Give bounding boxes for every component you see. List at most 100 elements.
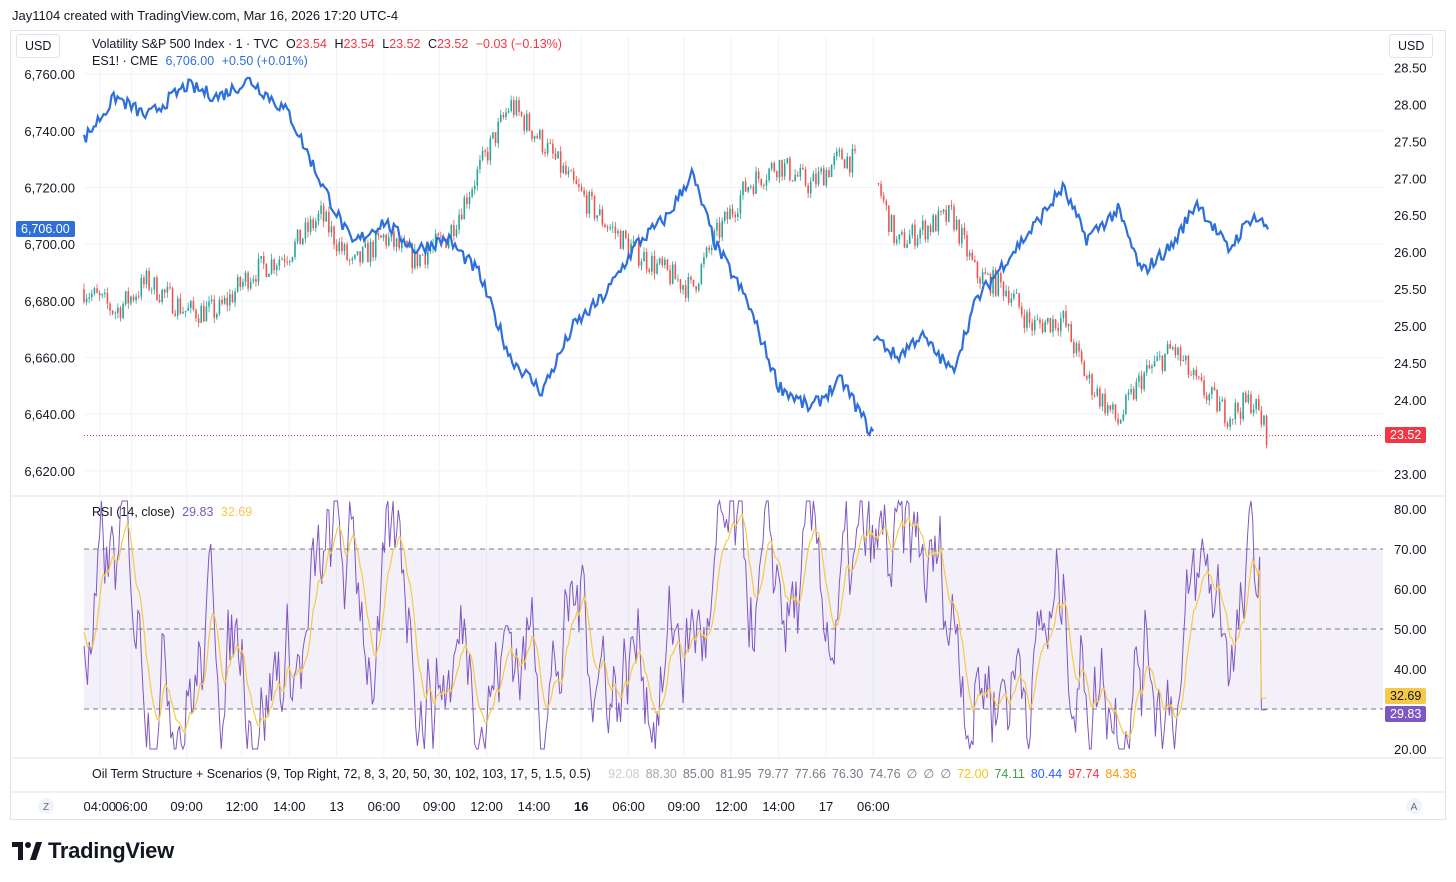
es-y-tick-label: 6,760.00 — [24, 67, 75, 82]
vix-candle-body — [296, 229, 299, 242]
vix-candle-body — [638, 240, 640, 266]
auto-scale-a-button[interactable] — [1406, 798, 1422, 814]
vix-y-tick-label: 28.00 — [1394, 97, 1427, 112]
vix-candle-body — [684, 285, 687, 298]
vix-candle-body — [299, 229, 301, 245]
vix-candle-body — [1252, 409, 1255, 413]
vix-candle-body — [182, 311, 184, 314]
vix-candle-body — [463, 197, 466, 220]
vix-candle-body — [135, 296, 137, 301]
timezone-z-button[interactable] — [38, 798, 54, 814]
es-y-tick-label: 6,700.00 — [24, 237, 75, 252]
vix-candle-body — [382, 234, 385, 238]
vix-candle-body — [1086, 376, 1088, 379]
vix-candle-body — [374, 233, 377, 258]
es-y-tick-label: 6,740.00 — [24, 124, 75, 139]
vix-candle-body — [734, 214, 736, 218]
vix-candle-body — [145, 270, 148, 285]
left-currency-button[interactable]: USD — [16, 34, 61, 58]
vix-candle-body — [893, 215, 895, 244]
vix-candle-body — [390, 232, 393, 238]
vix-candle-body — [713, 230, 716, 248]
vix-candle-body — [539, 130, 541, 139]
vix-candle-body — [1125, 394, 1127, 414]
x-axis-label: 06:00 — [612, 799, 645, 814]
vix-candle-body — [361, 246, 364, 263]
vix-y-tick-label: 24.00 — [1394, 393, 1427, 408]
vix-candle-body — [106, 292, 109, 304]
vix-candle-body — [1156, 356, 1158, 361]
vix-candle-body — [489, 138, 492, 161]
vix-candle-body — [400, 240, 403, 249]
vix-candle-body — [1140, 375, 1143, 390]
tradingview-logo: TradingView — [12, 838, 174, 864]
vix-candle-body — [924, 220, 927, 240]
vix-candle-body — [656, 263, 658, 274]
vix-candle-body — [1119, 420, 1122, 424]
vix-candle-body — [1013, 293, 1015, 299]
vix-candle-body — [846, 156, 849, 169]
vix-candle-body — [1213, 387, 1216, 390]
vix-candle-body — [812, 173, 815, 182]
oil-value: 80.44 — [1030, 767, 1063, 781]
vix-candle-body — [997, 272, 1000, 296]
vix-candle-body — [575, 179, 578, 185]
vix-candle-body — [835, 151, 838, 157]
vix-candle-body — [664, 259, 666, 266]
vix-candle-body — [624, 230, 627, 238]
vix-candle-body — [820, 168, 822, 172]
vix-candle-body — [1039, 319, 1041, 324]
oil-value: ∅ — [906, 767, 918, 781]
vix-candle-body — [776, 171, 778, 178]
vix-candle-body — [497, 121, 499, 144]
vix-candle-body — [377, 233, 380, 236]
vix-candle-body — [1226, 423, 1229, 427]
vix-candle-body — [1143, 372, 1145, 390]
vix-candle-body — [1187, 355, 1190, 375]
vix-candle-body — [752, 186, 755, 194]
vix-legend[interactable]: Volatility S&P 500 Index · 1 · TVC O23.5… — [92, 37, 566, 51]
vix-candle-body — [593, 196, 596, 219]
vix-candle-body — [674, 264, 677, 280]
vix-low: 23.52 — [389, 37, 421, 51]
vix-candle-body — [890, 215, 893, 232]
vix-candle-body — [1263, 415, 1265, 425]
vix-y-tick-label: 28.50 — [1394, 60, 1427, 75]
vix-candle-body — [252, 279, 255, 282]
vix-candle-body — [317, 213, 320, 222]
vix-candle-body — [265, 263, 268, 278]
vix-candle-body — [794, 174, 796, 181]
right-currency-button[interactable]: USD — [1389, 34, 1434, 58]
vix-candle-body — [877, 183, 880, 184]
vix-candle-body — [697, 283, 700, 291]
vix-y-tick-label: 26.50 — [1394, 208, 1427, 223]
vix-candle-body — [479, 159, 481, 170]
vix-high-label: H — [334, 37, 344, 51]
vix-candle-body — [307, 222, 309, 232]
vix-candle-body — [908, 235, 911, 244]
vix-candle-body — [393, 232, 395, 247]
vix-candle-body — [1138, 375, 1140, 382]
es-legend[interactable]: ES1! · CME 6,706.00 +0.50 (+0.01%) — [92, 54, 312, 68]
vix-candle-body — [822, 168, 825, 186]
vix-candle-body — [565, 165, 567, 175]
vix-candle-body — [718, 222, 721, 238]
vix-candle-body — [854, 148, 856, 151]
vix-y-tick-label: 23.00 — [1394, 467, 1427, 482]
vix-candle-body — [270, 259, 273, 274]
vix-candle-body — [1135, 381, 1138, 400]
vix-candle-body — [96, 288, 98, 293]
vix-candle-body — [398, 238, 400, 249]
oil-value: 97.74 — [1068, 767, 1100, 781]
vix-candle-body — [195, 309, 197, 319]
vix-candle-body — [882, 195, 885, 201]
rsi-legend[interactable]: RSI (14, close) 29.83 32.69 — [92, 505, 256, 519]
vix-candle-body — [880, 183, 882, 196]
oil-legend[interactable]: Oil Term Structure + Scenarios (9, Top R… — [92, 766, 1143, 781]
vix-candle-body — [567, 170, 570, 175]
vix-candle-body — [1205, 395, 1208, 401]
oil-value: 74.76 — [869, 767, 901, 781]
rsi-name: RSI (14, close) — [92, 505, 175, 519]
vix-candle-body — [1002, 282, 1005, 297]
